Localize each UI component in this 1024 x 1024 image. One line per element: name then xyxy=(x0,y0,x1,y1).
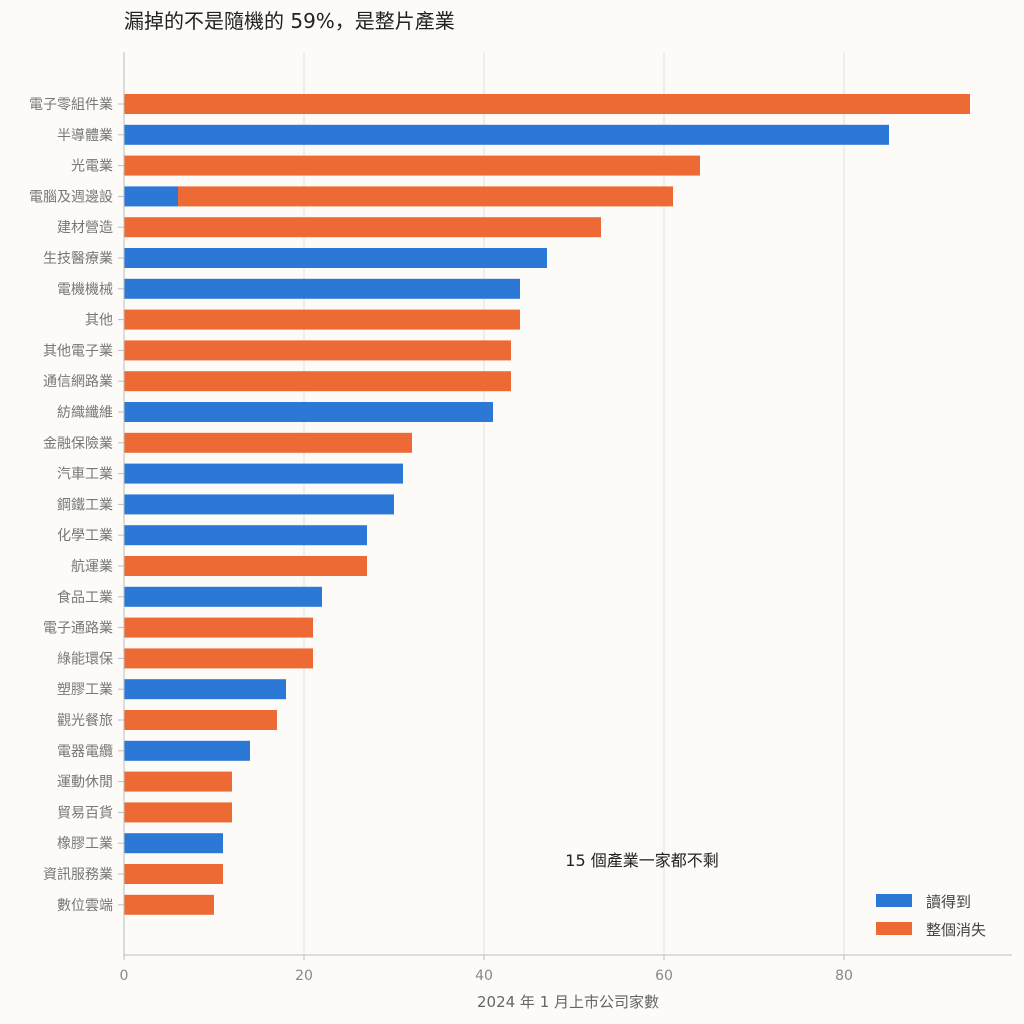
category-label: 鋼鐵工業 xyxy=(57,496,113,513)
category-label: 汽車工業 xyxy=(57,466,113,483)
category-label: 其他電子業 xyxy=(43,343,113,359)
bar-missing xyxy=(124,155,700,176)
category-label: 資訊服務業 xyxy=(43,867,113,883)
category-label: 塑膠工業 xyxy=(57,682,113,698)
x-tick-label: 60 xyxy=(655,968,673,984)
category-label: 光電業 xyxy=(71,159,113,175)
category-label: 生技醫療業 xyxy=(43,250,113,267)
bar-read xyxy=(124,248,547,268)
category-label: 貿易百貨 xyxy=(57,804,113,821)
bar-read xyxy=(124,833,223,854)
category-label: 電子零組件業 xyxy=(29,97,113,113)
bar-missing xyxy=(124,556,367,576)
bar-read xyxy=(124,740,250,761)
bar-missing xyxy=(124,710,277,730)
bar-missing xyxy=(178,186,673,207)
axes xyxy=(123,52,1012,956)
category-label: 電子通路業 xyxy=(43,621,113,637)
category-label: 建材營造 xyxy=(57,220,113,236)
category-labels: 電子零組件業半導體業光電業電腦及週邊設建材營造生技醫療業電機機械其他其他電子業通… xyxy=(29,97,124,914)
bar-missing xyxy=(124,617,313,638)
bar-read xyxy=(124,679,286,700)
bar-read xyxy=(124,278,520,299)
category-label: 運動休閒 xyxy=(57,775,113,791)
category-label: 金融保險業 xyxy=(43,436,113,452)
legend-label-read: 讀得到 xyxy=(926,893,971,911)
x-tick-labels: 0 20 40 60 80 xyxy=(120,955,853,984)
legend-swatch-read xyxy=(876,894,912,907)
category-label: 觀光餐旅 xyxy=(57,713,113,729)
category-label: 其他 xyxy=(85,313,113,329)
bar-missing xyxy=(124,894,214,915)
category-label: 電腦及週邊設 xyxy=(29,189,113,205)
bar-missing xyxy=(124,864,223,884)
x-tick-label: 0 xyxy=(120,968,129,984)
bar-read xyxy=(124,494,394,515)
bar-read xyxy=(124,124,889,145)
annotation-no-companies: 15 個產業一家都不剩 xyxy=(565,851,718,870)
bar-missing xyxy=(124,432,412,453)
bar-missing xyxy=(124,217,601,238)
bar-missing xyxy=(124,371,511,392)
category-label: 航運業 xyxy=(71,559,113,575)
category-label: 電機機械 xyxy=(57,282,113,298)
category-label: 電器電纜 xyxy=(57,743,113,760)
bar-read xyxy=(124,402,493,422)
x-tick-label: 40 xyxy=(475,968,493,984)
bar-read xyxy=(124,463,403,484)
x-axis-label: 2024 年 1 月上市公司家數 xyxy=(477,993,659,1011)
bar-read xyxy=(124,186,178,207)
bar-missing xyxy=(124,309,520,330)
bar-missing xyxy=(124,771,232,792)
bar-read xyxy=(124,586,322,607)
bar-read xyxy=(124,525,367,546)
x-tick-label: 20 xyxy=(295,968,313,984)
chart-title: 漏掉的不是隨機的 59%，是整片產業 xyxy=(124,9,455,33)
bars xyxy=(124,94,970,915)
category-label: 半導體業 xyxy=(57,128,113,144)
bar-missing xyxy=(124,340,511,361)
category-label: 數位雲端 xyxy=(57,898,113,914)
legend-label-missing: 整個消失 xyxy=(926,921,986,939)
legend-swatch-missing xyxy=(876,922,912,935)
bar-missing xyxy=(124,94,970,114)
category-label: 紡織纖維 xyxy=(57,405,113,421)
category-label: 橡膠工業 xyxy=(57,836,113,852)
category-label: 綠能環保 xyxy=(57,651,113,667)
legend: 讀得到 整個消失 xyxy=(876,893,986,939)
bar-missing xyxy=(124,648,313,669)
bar-missing xyxy=(124,802,232,823)
category-label: 化學工業 xyxy=(57,528,113,544)
category-label: 通信網路業 xyxy=(43,374,113,390)
category-label: 食品工業 xyxy=(57,589,113,606)
x-tick-label: 80 xyxy=(835,968,853,984)
